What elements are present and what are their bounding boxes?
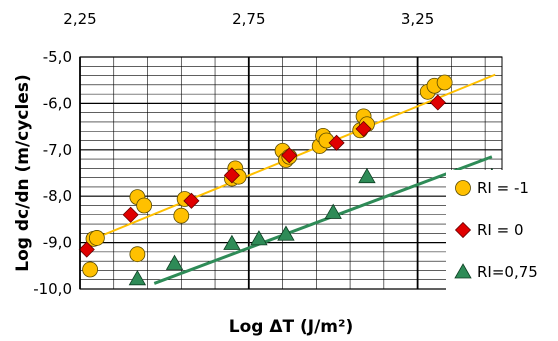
x-axis-title: Log ΔT (J/m²) bbox=[229, 317, 354, 337]
data-point bbox=[324, 203, 342, 219]
data-point bbox=[277, 225, 295, 241]
data-point bbox=[78, 241, 95, 258]
y-tick-label: -7,0 bbox=[43, 141, 72, 159]
data-point bbox=[129, 246, 146, 263]
data-point bbox=[82, 261, 99, 278]
data-point bbox=[122, 206, 139, 223]
y-tick-label: -9,0 bbox=[43, 234, 72, 252]
y-axis-title: Log dc/dn (m/cycles) bbox=[13, 74, 33, 271]
data-points bbox=[78, 74, 501, 286]
y-tick-label: -8,0 bbox=[43, 187, 72, 205]
data-point bbox=[436, 74, 453, 91]
y-tick-label: -5,0 bbox=[43, 48, 72, 66]
y-tick-label: -10,0 bbox=[33, 280, 72, 298]
trendline bbox=[153, 155, 493, 285]
legend-label: RI = 0 bbox=[477, 221, 524, 239]
x-tick-labels: 2,25 2,75 3,25 bbox=[63, 10, 434, 28]
data-point bbox=[128, 269, 147, 286]
y-tick-labels: -10,0 -9,0 -8,0 -7,0 -6,0 -5,0 bbox=[33, 48, 72, 298]
legend-marker bbox=[454, 263, 472, 279]
data-point bbox=[165, 254, 184, 270]
legend: RI = -1 RI = 0 RI=0,75 bbox=[446, 170, 554, 294]
x-tick-label: 3,25 bbox=[401, 10, 434, 28]
legend-marker bbox=[454, 221, 472, 239]
data-point bbox=[250, 230, 268, 246]
legend-label: RI=0,75 bbox=[477, 263, 538, 281]
data-point bbox=[88, 230, 105, 246]
x-tick-label: 2,25 bbox=[63, 10, 96, 28]
data-point bbox=[183, 192, 200, 209]
data-point bbox=[281, 147, 298, 164]
data-point bbox=[173, 207, 190, 224]
x-tick-label: 2,75 bbox=[232, 10, 265, 28]
data-point bbox=[355, 120, 372, 137]
data-point bbox=[429, 94, 446, 111]
data-point bbox=[223, 234, 241, 250]
y-tick-label: -6,0 bbox=[43, 94, 72, 112]
data-point bbox=[328, 134, 345, 151]
legend-marker bbox=[455, 180, 471, 196]
legend-label: RI = -1 bbox=[477, 179, 529, 197]
data-point bbox=[223, 167, 240, 184]
data-point bbox=[136, 197, 153, 214]
data-point bbox=[358, 167, 376, 184]
